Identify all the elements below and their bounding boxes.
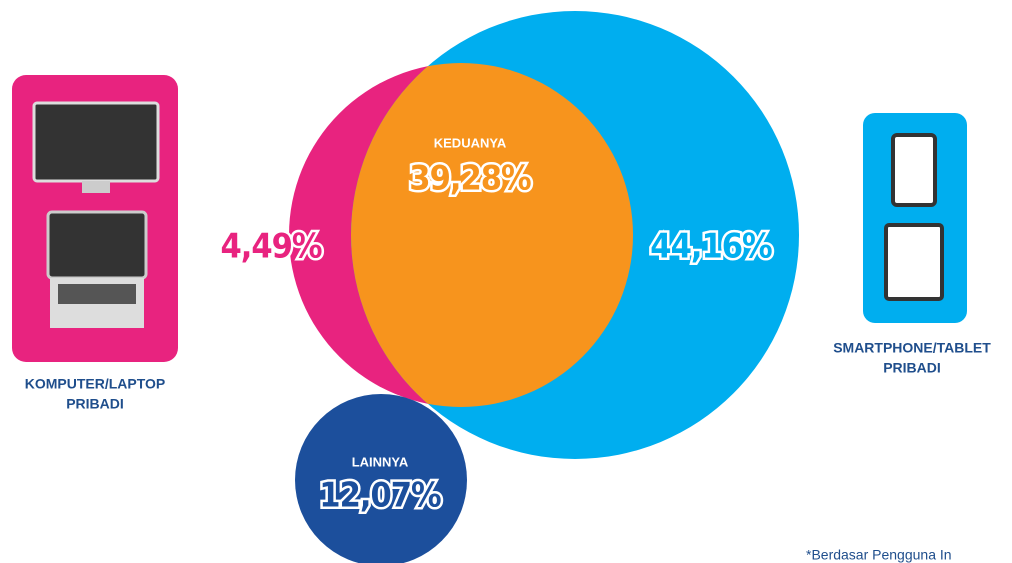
- smartphone-caption: SMARTPHONE/TABLET: [833, 340, 991, 356]
- both-value: 39,28%: [409, 159, 531, 199]
- others-circle: [295, 394, 467, 563]
- phone-icon: [891, 133, 937, 207]
- tablet-icon: [884, 223, 944, 301]
- laptop-screen: [46, 210, 148, 280]
- both-label: KEDUANYA: [434, 135, 507, 150]
- others-label: LAINNYA: [352, 454, 409, 469]
- laptop-keyboard: [58, 284, 136, 304]
- both-region: [351, 63, 633, 407]
- computer-caption: KOMPUTER/LAPTOP: [25, 376, 166, 392]
- footnote: *Berdasar Pengguna In: [806, 547, 952, 563]
- monitor-stand: [82, 181, 110, 193]
- computer-only-value: 4,49%: [220, 227, 321, 267]
- monitor-icon: [32, 101, 160, 183]
- smartphone-only-value: 44,16%: [650, 227, 772, 267]
- smartphone-caption: PRIBADI: [883, 360, 941, 376]
- others-value: 12,07%: [319, 476, 441, 516]
- computer-caption: PRIBADI: [66, 396, 124, 412]
